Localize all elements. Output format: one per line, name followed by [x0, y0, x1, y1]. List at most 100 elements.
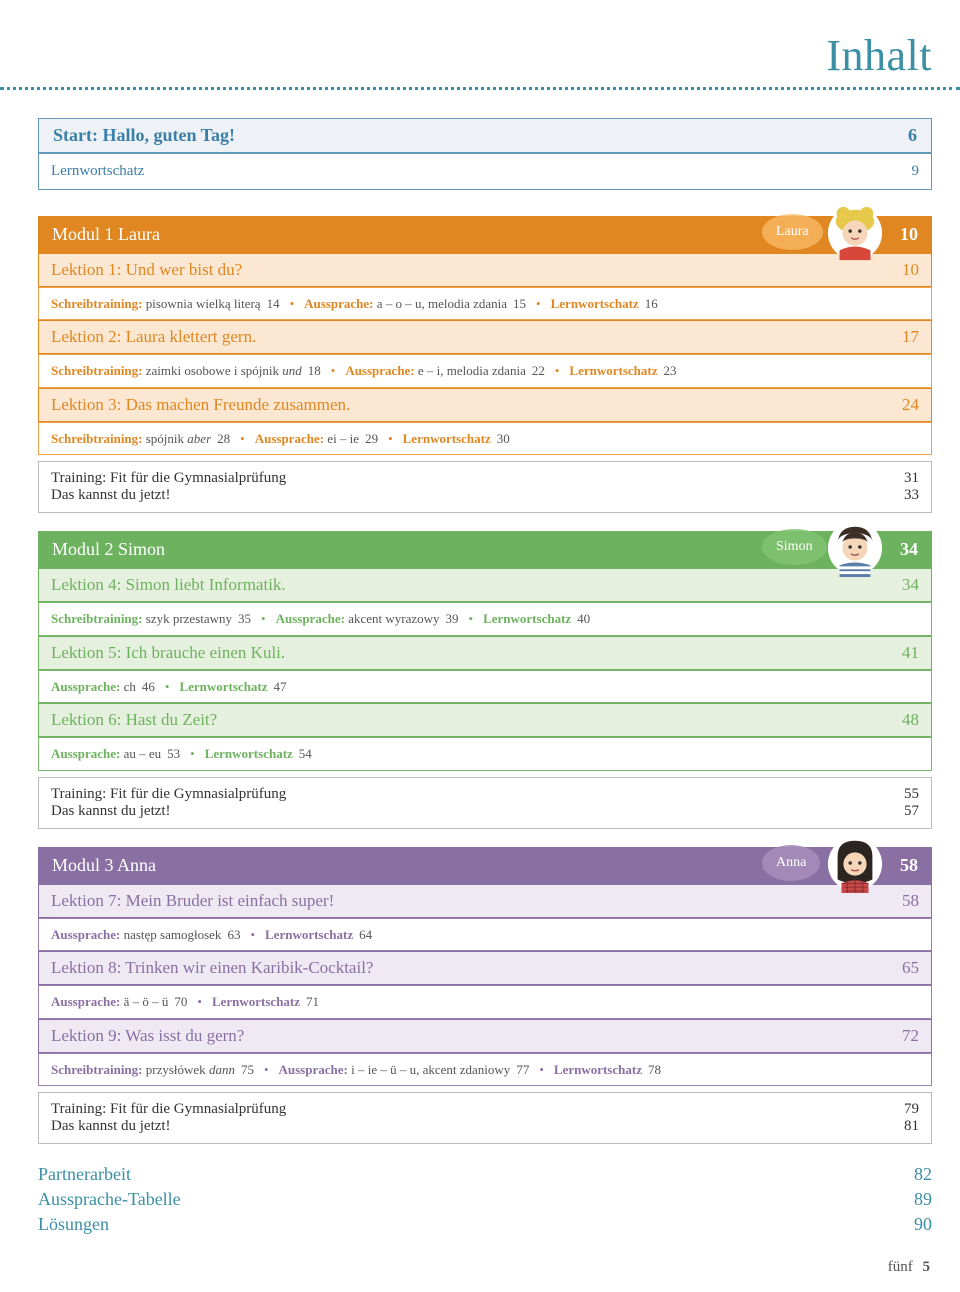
lesson-subrow: Schreibtraining: szyk przestawny35 • Aussp…: [38, 602, 932, 636]
bullet-icon: •: [190, 744, 195, 764]
avatar-simon: Simon: [826, 519, 884, 577]
lesson-segment: Aussprache: au – eu53: [51, 744, 180, 764]
lesson-segment: Lernwortschatz71: [212, 992, 319, 1012]
lesson-page: 17: [879, 327, 919, 347]
bullet-icon: •: [240, 429, 245, 449]
training-box: Training: Fit für die Gymnasialprüfung55…: [38, 777, 932, 829]
bullet-icon: •: [331, 361, 336, 381]
lesson-segment: Aussprache: e – i, melodia zdania22: [345, 361, 545, 381]
lesson-segment: Lernwortschatz54: [205, 744, 312, 764]
avatar-badge: Laura: [762, 214, 823, 250]
lesson-segment: Lernwortschatz16: [551, 294, 658, 314]
lesson-page: 65: [879, 958, 919, 978]
lesson-segment: Lernwortschatz47: [179, 677, 286, 697]
lesson-segment: Aussprache: ch46: [51, 677, 155, 697]
training-label: Das kannst du jetzt!: [51, 1118, 171, 1135]
training-label: Das kannst du jetzt!: [51, 803, 171, 820]
lesson-segment: Lernwortschatz23: [569, 361, 676, 381]
start-section: Start: Hallo, guten Tag! 6 Lernwortschat…: [38, 118, 932, 190]
endlink-label: Partnerarbeit: [38, 1164, 131, 1185]
lesson-page: 48: [879, 710, 919, 730]
bullet-icon: •: [555, 361, 560, 381]
start-page: 6: [877, 125, 917, 146]
page-title: Inhalt: [38, 30, 932, 81]
lesson-title: Lektion 6: Hast du Zeit?: [51, 710, 879, 730]
lesson-segment: Lernwortschatz78: [554, 1060, 661, 1080]
training-row: Training: Fit für die Gymnasialprüfung55: [51, 786, 919, 803]
training-label: Training: Fit für die Gymnasialprüfung: [51, 470, 286, 487]
lesson-subrow: Schreibtraining: zaimki osobowe i spójni…: [38, 354, 932, 388]
avatar-badge: Anna: [762, 845, 820, 881]
lesson-subrow: Schreibtraining: przysłówek dann75 • Aussp…: [38, 1053, 932, 1087]
lesson-header: Lektion 3: Das machen Freunde zusammen.2…: [38, 388, 932, 422]
lesson-subrow: Aussprache: nastęр samogłosek63 • Lernwort…: [38, 918, 932, 952]
training-row: Training: Fit für die Gymnasialprüfung 31: [51, 470, 919, 487]
lesson-segment: Aussprache: nastęр samogłosek63: [51, 925, 240, 945]
lesson-page: 34: [879, 575, 919, 595]
footer-page-number: 5: [923, 1259, 931, 1275]
lesson-title: Lektion 2: Laura klettert gern.: [51, 327, 879, 347]
lesson-subrow: Aussprache: ch46 • Lernwortschatz47: [38, 670, 932, 704]
training-page: 81: [904, 1118, 919, 1135]
lesson-segment: Schreibtraining: szyk przestawny35: [51, 609, 251, 629]
module-title: Modul 2 Simon: [52, 539, 878, 560]
lesson-header: Lektion 9: Was isst du gern?72: [38, 1019, 932, 1053]
endlink-label: Lösungen: [38, 1214, 109, 1235]
module-page: 34: [878, 539, 918, 560]
module-page: 10: [878, 224, 918, 245]
lesson-page: 72: [879, 1026, 919, 1046]
training-box: Training: Fit für die Gymnasialprüfung 31…: [38, 461, 932, 513]
module-green: SimonModul 2 Simon34Lektion 4: Simon lie…: [38, 531, 932, 829]
lesson-page: 24: [879, 395, 919, 415]
training-page: 57: [904, 803, 919, 820]
start-title: Start: Hallo, guten Tag!: [53, 125, 877, 146]
module-title: Modul 3 Anna: [52, 855, 878, 876]
lesson-segment: Lernwortschatz64: [265, 925, 372, 945]
training-label: Das kannst du jetzt!: [51, 487, 171, 504]
lesson-title: Lektion 7: Mein Bruder ist einfach super…: [51, 891, 879, 911]
lesson-segment: Aussprache: i – ie – ü – u, akcent zdani…: [279, 1060, 530, 1080]
bullet-icon: •: [250, 925, 255, 945]
training-row: Training: Fit für die Gymnasialprüfung 79: [51, 1101, 919, 1118]
lesson-header: Lektion 5: Ich brauche einen Kuli.41: [38, 636, 932, 670]
lesson-header: Lektion 7: Mein Bruder ist einfach super…: [38, 884, 932, 918]
lesson-subrow: Aussprache: au – eu53 • Lernwortschatz54: [38, 737, 932, 771]
lesson-segment: Aussprache: ei – ie29: [255, 429, 378, 449]
endlink-page: 89: [914, 1189, 932, 1210]
bullet-icon: •: [290, 294, 295, 314]
lesson-segment: Schreibtraining: spójnik aber28: [51, 429, 230, 449]
module-title: Modul 1 Laura: [52, 224, 878, 245]
lesson-segment: Lernwortschatz30: [403, 429, 510, 449]
training-page: 79: [904, 1101, 919, 1118]
start-sub-label: Lernwortschatz: [51, 160, 144, 183]
bullet-icon: •: [264, 1060, 269, 1080]
lesson-header: Lektion 4: Simon liebt Informatik.34: [38, 568, 932, 602]
training-label: Training: Fit für die Gymnasialprüfung: [51, 1101, 286, 1118]
training-page: 55: [904, 786, 919, 803]
endlink-page: 90: [914, 1214, 932, 1235]
lesson-segment: Schreibtraining: przysłówek dann75: [51, 1060, 254, 1080]
start-header: Start: Hallo, guten Tag! 6: [38, 118, 932, 153]
lesson-segment: Aussprache: akcent wyrazowy39: [276, 609, 459, 629]
endlink-row: Aussprache-Tabelle89: [38, 1187, 932, 1212]
lesson-title: Lektion 5: Ich brauche einen Kuli.: [51, 643, 879, 663]
module-orange: LauraModul 1 Laura10Lektion 1: Und wer b…: [38, 216, 932, 514]
training-page: 33: [904, 487, 919, 504]
avatar-laura: Laura: [826, 204, 884, 262]
lesson-subrow: Aussprache: ä – ö – ü70•Lernwortschatz71: [38, 985, 932, 1019]
start-sub-page: 9: [912, 160, 920, 183]
training-page: 31: [904, 470, 919, 487]
lesson-subrow: Schreibtraining: spójnik aber28 • Aussprac…: [38, 422, 932, 456]
bullet-icon: •: [536, 294, 541, 314]
lesson-title: Lektion 9: Was isst du gern?: [51, 1026, 879, 1046]
lesson-segment: Lernwortschatz40: [483, 609, 590, 629]
bullet-icon: •: [261, 609, 266, 629]
lesson-segment: Schreibtraining: zaimki osobowe i spójni…: [51, 361, 321, 381]
bullet-icon: •: [197, 992, 202, 1012]
bullet-icon: •: [165, 677, 170, 697]
lesson-header: Lektion 2: Laura klettert gern.17: [38, 320, 932, 354]
training-row: Das kannst du jetzt! 57: [51, 803, 919, 820]
lesson-segment: Aussprache: a – o – u, melodia zdania15: [304, 294, 526, 314]
endlink-row: Lösungen 90: [38, 1212, 932, 1237]
lesson-page: 58: [879, 891, 919, 911]
